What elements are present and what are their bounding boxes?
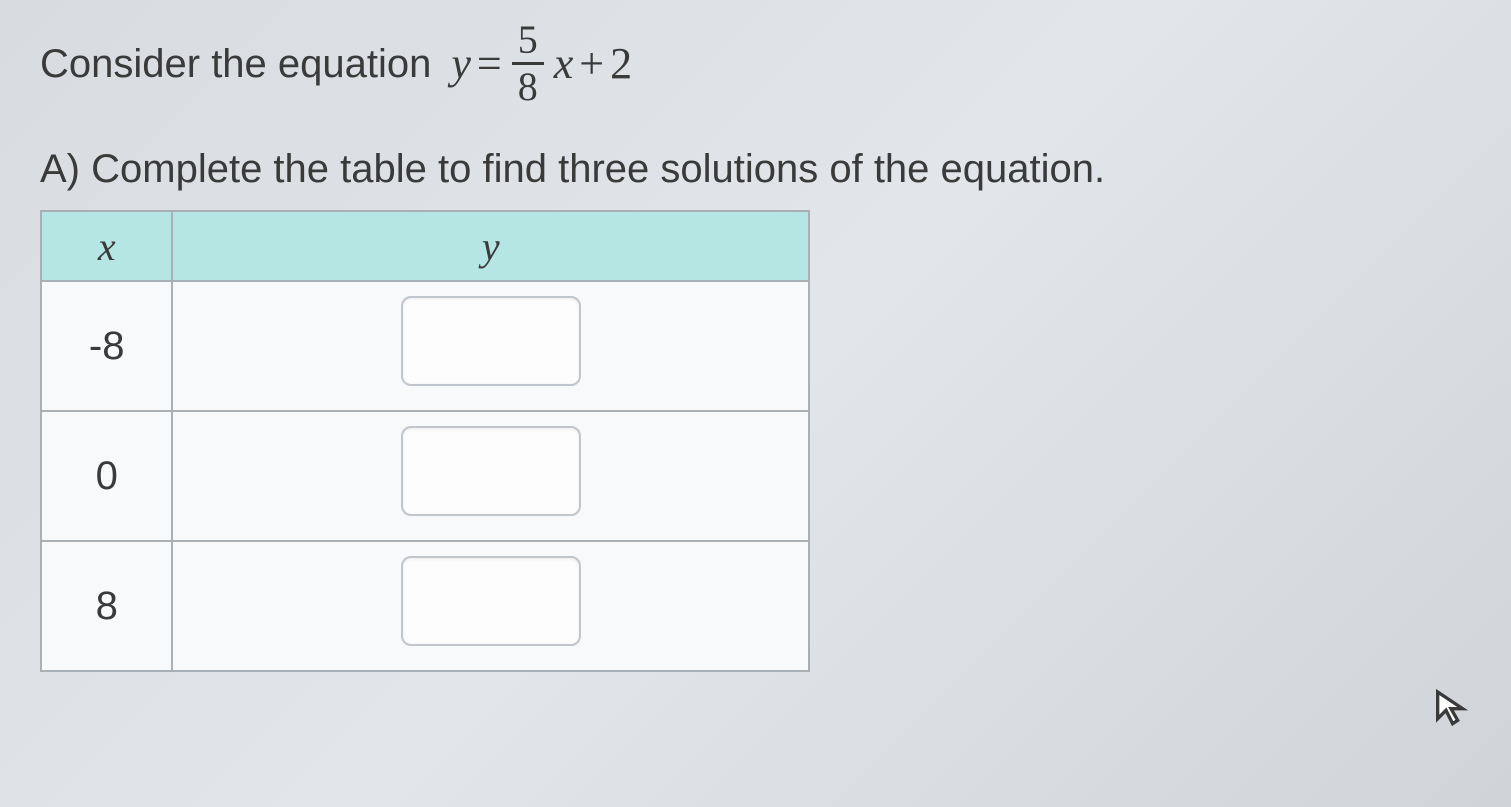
table-row: 0 (41, 411, 809, 541)
cursor-icon (1431, 687, 1471, 727)
y-input-cell (172, 411, 809, 541)
eq-frac-denominator: 8 (512, 62, 544, 107)
col-header-y: y (172, 211, 809, 281)
table-row: 8 (41, 541, 809, 671)
prompt-lead-text: Consider the equation (40, 34, 431, 94)
table-row: -8 (41, 281, 809, 411)
eq-const: 2 (610, 31, 632, 97)
equation-prompt: Consider the equation y = 5 8 x + 2 (40, 20, 1471, 107)
eq-var-x: x (554, 31, 574, 97)
y-input-cell (172, 541, 809, 671)
eq-plus: + (579, 31, 604, 97)
equation: y = 5 8 x + 2 (451, 20, 632, 107)
eq-equals: = (477, 31, 502, 97)
part-text: Complete the table to find three solutio… (91, 147, 1105, 191)
solutions-table: x y -8 0 8 (40, 210, 810, 672)
x-value-cell: 0 (41, 411, 172, 541)
eq-frac-numerator: 5 (512, 20, 544, 62)
part-a-instruction: A) Complete the table to find three solu… (40, 147, 1471, 192)
x-value-cell: -8 (41, 281, 172, 411)
y-input-cell (172, 281, 809, 411)
y-input-row-1[interactable] (401, 296, 581, 386)
eq-fraction: 5 8 (512, 20, 544, 107)
part-label: A) (40, 147, 80, 191)
y-input-row-2[interactable] (401, 426, 581, 516)
eq-var-y: y (451, 31, 471, 97)
x-value-cell: 8 (41, 541, 172, 671)
y-input-row-3[interactable] (401, 556, 581, 646)
col-header-x: x (41, 211, 172, 281)
table-header-row: x y (41, 211, 809, 281)
